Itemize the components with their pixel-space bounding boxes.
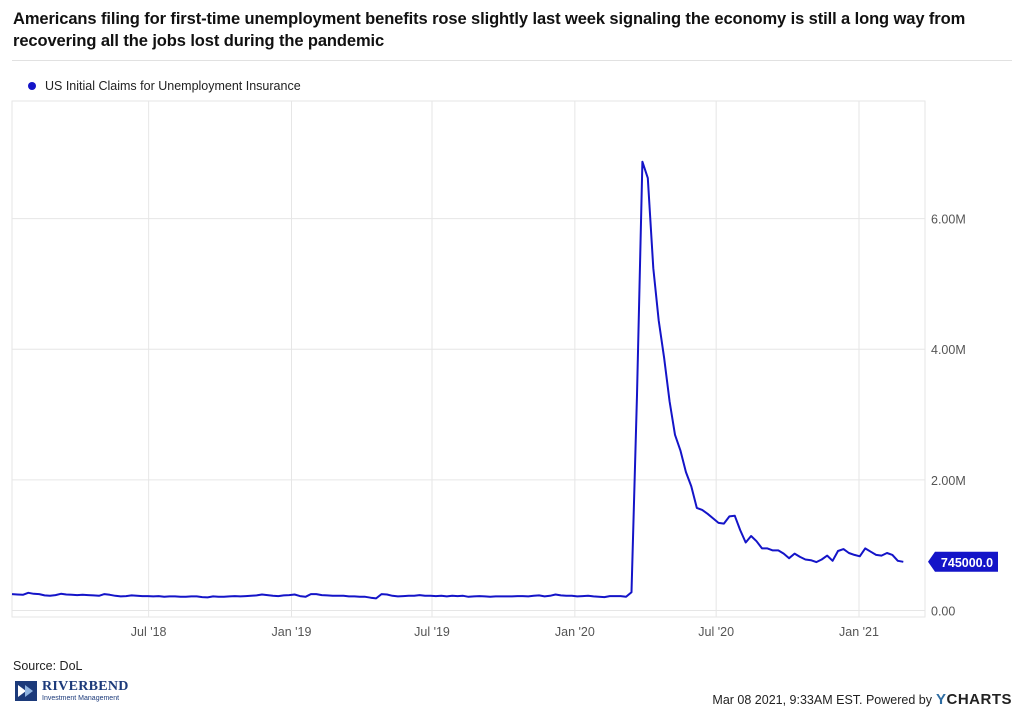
x-tick-label: Jul '20: [698, 625, 734, 639]
ycharts-logo-y: Y: [935, 691, 947, 708]
x-tick-label: Jul '19: [414, 625, 450, 639]
series-line: [11, 160, 904, 600]
last-value-label: 745000.0: [941, 556, 993, 570]
x-tick-label: Jan '20: [555, 625, 595, 639]
logo-name: RIVERBEND: [42, 679, 129, 694]
plot-area-border: [11, 100, 926, 618]
title-divider: [12, 60, 1012, 61]
ycharts-logo-text: CHARTS: [946, 691, 1012, 708]
y-tick-label: 6.00M: [931, 213, 966, 227]
legend-label: US Initial Claims for Unemployment Insur…: [45, 79, 301, 93]
source-note: Source: DoL: [13, 659, 83, 673]
riverbend-logo: RIVERBEND Investment Management: [14, 679, 129, 703]
x-tick-label: Jan '19: [272, 625, 312, 639]
y-tick-label: 2.00M: [931, 474, 966, 488]
last-value-flag: [928, 551, 998, 572]
footer-timestamp: Mar 08 2021, 9:33AM EST. Powered by: [712, 692, 932, 707]
footer: Mar 08 2021, 9:33AM EST. Powered by YCHA…: [712, 691, 1012, 708]
y-tick-label: 4.00M: [931, 343, 966, 357]
line-chart: Jul '18 Jan '19 Jul '19 Jan '20 Jul '20 Jan '…: [11, 100, 998, 639]
ycharts-logo[interactable]: YCHARTS: [936, 691, 1012, 708]
x-tick-label: Jul '18: [131, 625, 167, 639]
chart-title: Americans filing for first-time unemploy…: [13, 10, 966, 50]
riverbend-logo-icon: [15, 681, 37, 701]
logo-subtitle: Investment Management: [42, 695, 120, 702]
legend-marker: [28, 82, 36, 90]
x-tick-label: Jan '21: [839, 625, 879, 639]
y-tick-label: 0.00: [931, 604, 955, 618]
chart-legend[interactable]: US Initial Claims for Unemployment Insur…: [28, 79, 301, 93]
